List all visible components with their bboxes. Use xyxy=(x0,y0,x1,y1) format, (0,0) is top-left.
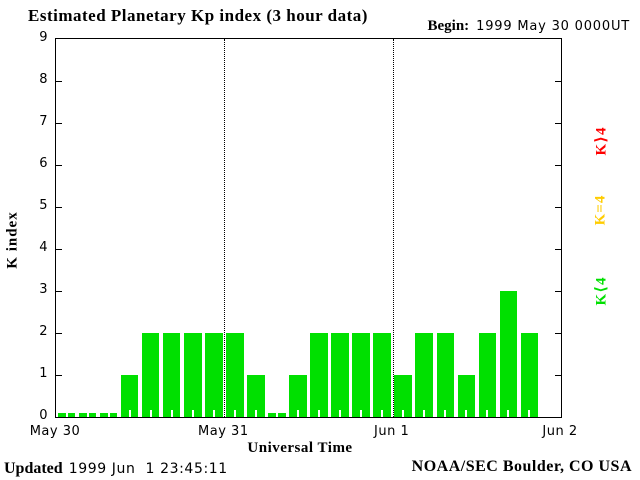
kp-bar xyxy=(499,291,518,417)
bar-axis-notch xyxy=(486,410,489,417)
bar-axis-notch xyxy=(191,410,194,417)
y-tick-left xyxy=(56,80,62,82)
kp-bar xyxy=(162,333,181,417)
y-tick-right xyxy=(555,164,561,166)
y-tick-left xyxy=(56,248,62,250)
begin-line: Begin: 1999 May 30 0000UT xyxy=(427,15,630,35)
y-tick-right xyxy=(555,122,561,124)
kp-bar xyxy=(478,333,497,417)
kp-bar xyxy=(415,333,433,417)
y-tick-label: 0 xyxy=(39,408,48,423)
y-tick-label: 4 xyxy=(39,240,48,255)
bar-axis-notch xyxy=(507,410,510,417)
y-tick-right xyxy=(555,80,561,82)
y-tick-label: 5 xyxy=(39,198,48,213)
kp-bar xyxy=(120,375,139,417)
kp-bar xyxy=(226,333,244,417)
kp-bar xyxy=(457,375,476,417)
y-tick-left xyxy=(56,290,62,292)
bar-axis-notch xyxy=(296,410,299,417)
x-axis-title: Universal Time xyxy=(247,440,353,456)
y-tick-label: 7 xyxy=(39,114,48,129)
y-tick-left xyxy=(56,374,62,376)
kp-bar xyxy=(205,333,223,417)
x-tick-label: Jun 1 xyxy=(374,424,410,439)
y-tick-left xyxy=(56,122,62,124)
bar-axis-notch xyxy=(528,410,531,417)
kp-bar xyxy=(141,333,160,417)
bar-axis-notch xyxy=(86,410,89,417)
updated-label: Updated xyxy=(4,460,63,477)
y-tick-right xyxy=(555,206,561,208)
bar-axis-notch xyxy=(107,410,110,417)
bar-axis-notch xyxy=(128,410,131,417)
bar-axis-notch xyxy=(212,410,215,417)
bar-axis-notch xyxy=(170,410,173,417)
bar-axis-notch xyxy=(381,410,384,417)
legend-k-eq-4: K=4 xyxy=(592,194,609,226)
x-tick-label: Jun 2 xyxy=(542,424,578,439)
y-tick-label: 8 xyxy=(39,72,48,87)
kp-bar xyxy=(436,333,455,417)
bar-axis-notch xyxy=(423,410,426,417)
bar-axis-notch xyxy=(402,410,405,417)
kp-bar xyxy=(331,333,349,417)
begin-value: 1999 May 30 0000UT xyxy=(476,19,630,34)
x-tick-label: May 30 xyxy=(29,424,81,439)
y-tick-label: 1 xyxy=(39,366,48,381)
y-tick-left xyxy=(56,164,62,166)
y-tick-label: 2 xyxy=(39,324,48,339)
y-tick-right xyxy=(555,332,561,334)
kp-bar xyxy=(394,375,412,417)
bar-axis-notch xyxy=(233,410,236,417)
day-boundary-gridline xyxy=(224,39,226,417)
kp-bar xyxy=(310,333,328,417)
legend-k-lt-4: K⟨4 xyxy=(593,276,610,306)
bar-axis-notch xyxy=(149,410,152,417)
updated-line: Updated 1999 Jun 1 23:45:11 xyxy=(4,458,228,478)
y-tick-label: 3 xyxy=(39,282,48,297)
bar-axis-notch xyxy=(275,410,278,417)
kp-bar xyxy=(352,333,370,417)
credit-text: NOAA/SEC Boulder, CO USA xyxy=(411,458,632,475)
bar-axis-notch xyxy=(339,410,342,417)
legend-k-gt-4: K⟩4 xyxy=(593,126,610,156)
bar-axis-notch xyxy=(65,410,68,417)
kp-bar xyxy=(373,333,391,417)
y-tick-left xyxy=(56,332,62,334)
kp-bar xyxy=(247,375,265,417)
begin-label: Begin: xyxy=(427,18,470,34)
kp-bar xyxy=(520,333,539,417)
updated-value: 1999 Jun 1 23:45:11 xyxy=(68,461,228,477)
bar-axis-notch xyxy=(465,410,468,417)
y-tick-right xyxy=(555,248,561,250)
bar-axis-notch xyxy=(318,410,321,417)
y-tick-right xyxy=(555,374,561,376)
y-tick-left xyxy=(56,206,62,208)
y-tick-label: 6 xyxy=(39,156,48,171)
chart-title: Estimated Planetary Kp index (3 hour dat… xyxy=(28,6,368,25)
bar-axis-notch xyxy=(254,410,257,417)
bar-axis-notch xyxy=(360,410,363,417)
kp-bar xyxy=(184,333,202,417)
bar-axis-notch xyxy=(444,410,447,417)
plot-area xyxy=(55,38,562,418)
x-tick-label: May 31 xyxy=(198,424,249,439)
kp-bar xyxy=(289,375,307,417)
y-tick-label: 9 xyxy=(39,30,48,45)
y-tick-right xyxy=(555,290,561,292)
day-boundary-gridline xyxy=(392,39,394,417)
